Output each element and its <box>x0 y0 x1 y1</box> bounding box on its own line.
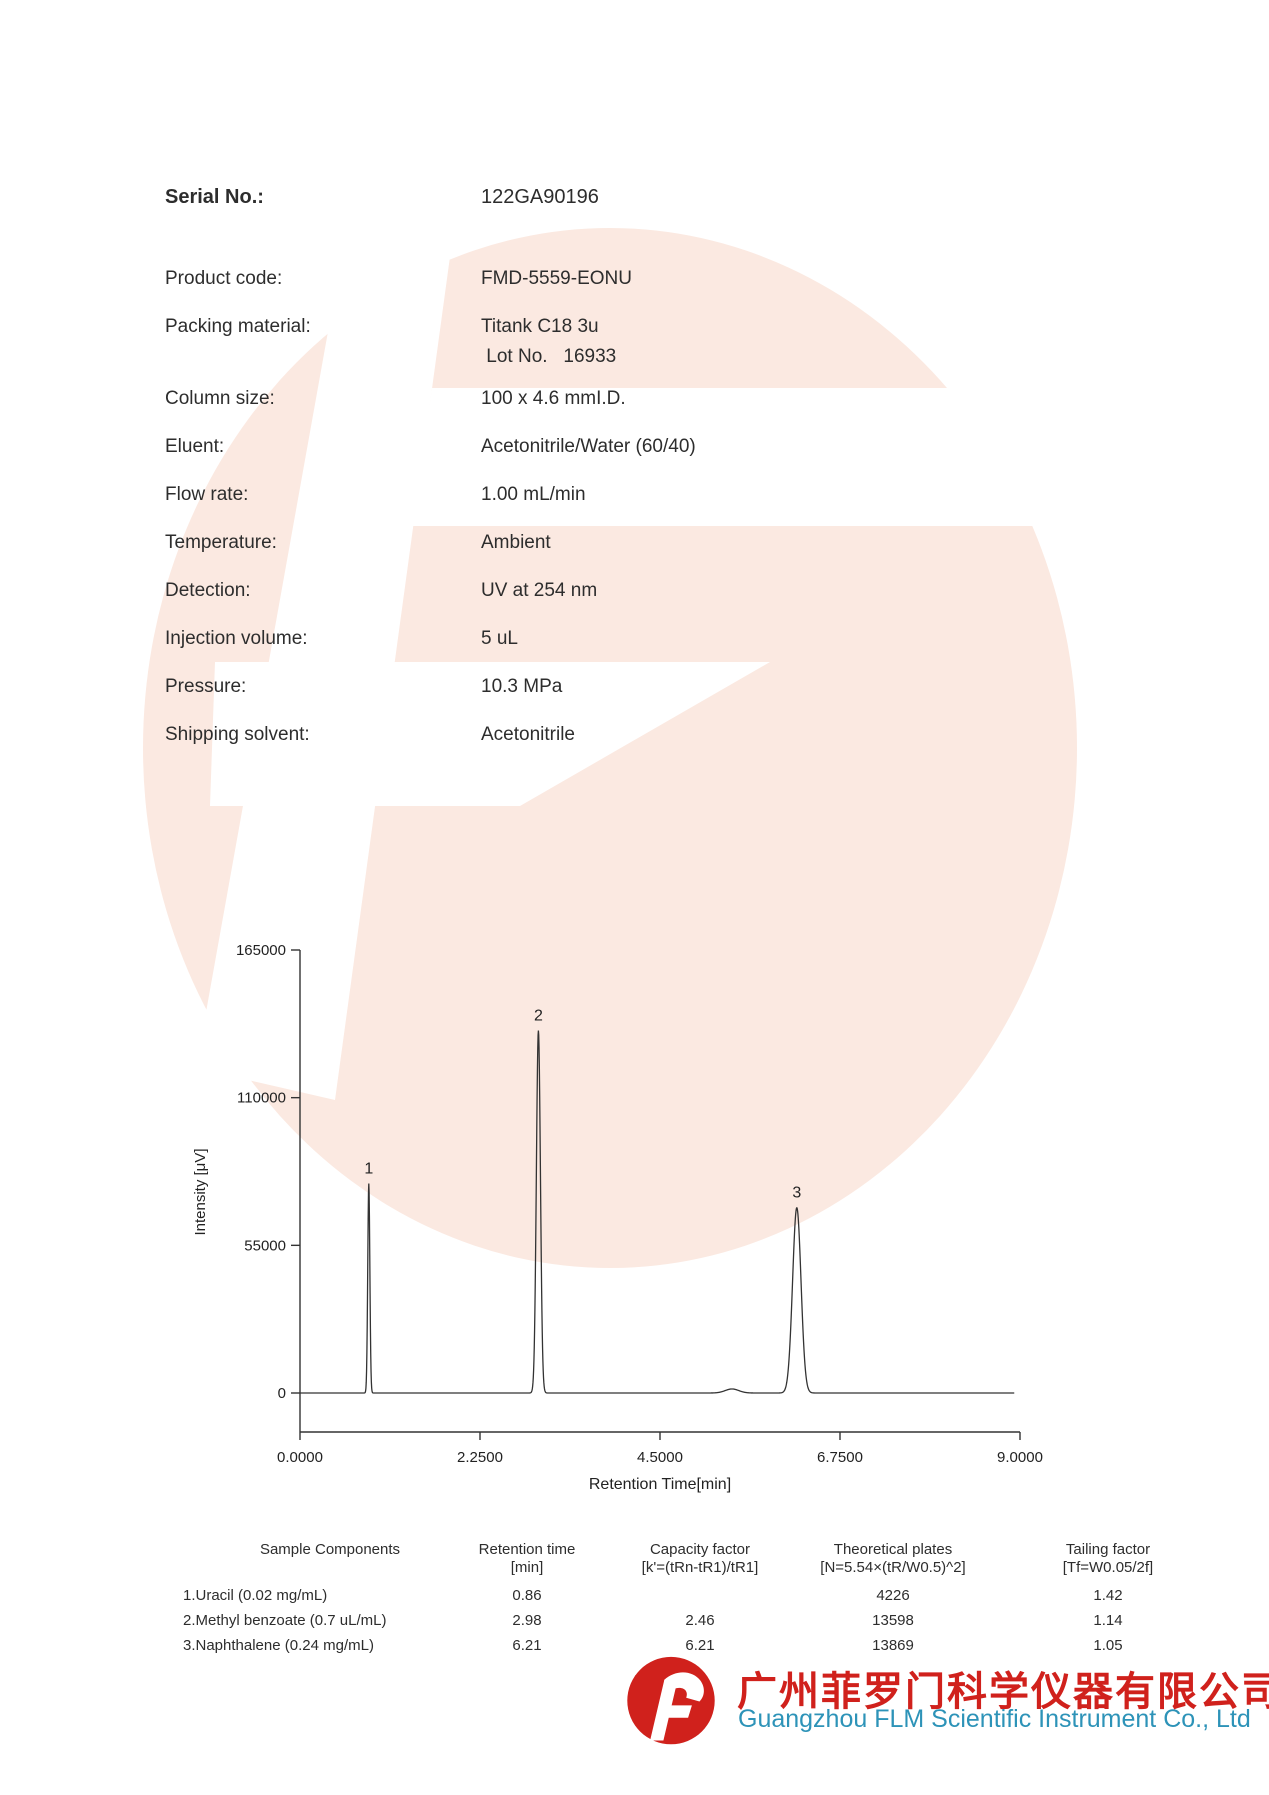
table-header: Retention time <box>478 1541 576 1558</box>
table-cell-value: 2.46 <box>685 1612 715 1629</box>
spec-label: Shipping solvent: <box>165 724 310 745</box>
table-header: Theoretical plates <box>833 1541 953 1558</box>
spec-label: Temperature: <box>165 532 277 553</box>
spec-label: Packing material: <box>165 316 311 337</box>
spec-label: Injection volume: <box>165 628 308 649</box>
spec-label: Detection: <box>165 580 251 601</box>
y-tick-label: 110000 <box>237 1090 286 1107</box>
table-cell-value: 1.42 <box>1093 1587 1123 1604</box>
spec-label: Column size: <box>165 388 275 409</box>
table-cell-value: 4226 <box>876 1587 910 1604</box>
company-logo-icon <box>627 1656 715 1745</box>
table-cell-value: 13598 <box>872 1612 914 1629</box>
x-tick-label: 0.0000 <box>277 1449 323 1466</box>
spec-value: UV at 254 nm <box>481 580 598 601</box>
table-cell-component: 2.Methyl benzoate (0.7 uL/mL) <box>183 1612 387 1629</box>
x-axis-title: Retention Time[min] <box>589 1476 731 1493</box>
serial-value: 122GA90196 <box>481 186 599 208</box>
table-cell-value: 0.86 <box>512 1587 542 1604</box>
peak-label: 3 <box>792 1185 801 1202</box>
spec-value: 1.00 mL/min <box>481 484 586 505</box>
table-header: [k'=(tRn-tR1)/tR1] <box>641 1559 759 1576</box>
table-header: Sample Components <box>259 1541 401 1558</box>
spec-value: Lot No. 16933 <box>481 346 617 367</box>
table-cell-value: 2.98 <box>512 1612 542 1629</box>
y-tick-label: 0 <box>278 1385 286 1402</box>
peak-label: 1 <box>364 1161 373 1178</box>
table-cell-component: 3.Naphthalene (0.24 mg/mL) <box>183 1637 374 1654</box>
table-cell-value: 6.21 <box>685 1637 715 1654</box>
spec-value: FMD-5559-EONU <box>481 268 632 289</box>
spec-value: 100 x 4.6 mmI.D. <box>481 388 626 409</box>
spec-label: Flow rate: <box>165 484 249 505</box>
x-tick-label: 4.5000 <box>637 1449 683 1466</box>
table-header: Capacity factor <box>649 1541 751 1558</box>
table-header: [N=5.54×(tR/W0.5)^2] <box>820 1559 966 1576</box>
table-cell-component: 1.Uracil (0.02 mg/mL) <box>183 1587 328 1604</box>
y-tick-label: 165000 <box>236 942 286 959</box>
y-tick-label: 55000 <box>244 1237 286 1254</box>
spec-label: Pressure: <box>165 676 247 697</box>
x-tick-label: 2.2500 <box>457 1449 503 1466</box>
spec-value: 5 uL <box>481 628 518 649</box>
spec-value: Acetonitrile/Water (60/40) <box>481 436 696 457</box>
table-header: [Tf=W0.05/2f] <box>1062 1559 1154 1576</box>
chromatogram-trace <box>300 1030 1015 1394</box>
serial-label: Serial No.: <box>165 186 264 208</box>
x-tick-label: 6.7500 <box>817 1449 863 1466</box>
spec-value: Ambient <box>481 532 551 553</box>
spec-label: Product code: <box>165 268 283 289</box>
table-cell-value: 13869 <box>872 1637 914 1654</box>
spec-value: 10.3 MPa <box>481 676 563 697</box>
table-header: Tailing factor <box>1065 1541 1151 1558</box>
x-tick-label: 9.0000 <box>997 1449 1043 1466</box>
table-cell-value: 1.14 <box>1093 1612 1123 1629</box>
company-name-chinese: 广州菲罗门科学仪器有限公司 <box>737 1670 1269 1714</box>
spec-value: Acetonitrile <box>481 724 575 745</box>
peak-label: 2 <box>534 1008 543 1025</box>
table-cell-value: 1.05 <box>1093 1637 1123 1654</box>
spec-value: Titank C18 3u <box>481 316 599 337</box>
table-cell-value: 6.21 <box>512 1637 542 1654</box>
company-name-english: Guangzhou FLM Scientific Instrument Co.,… <box>738 1705 1251 1733</box>
y-axis-title: Intensity [μV] <box>192 1148 209 1235</box>
spec-label: Eluent: <box>165 436 225 457</box>
table-header: [min] <box>510 1559 544 1576</box>
